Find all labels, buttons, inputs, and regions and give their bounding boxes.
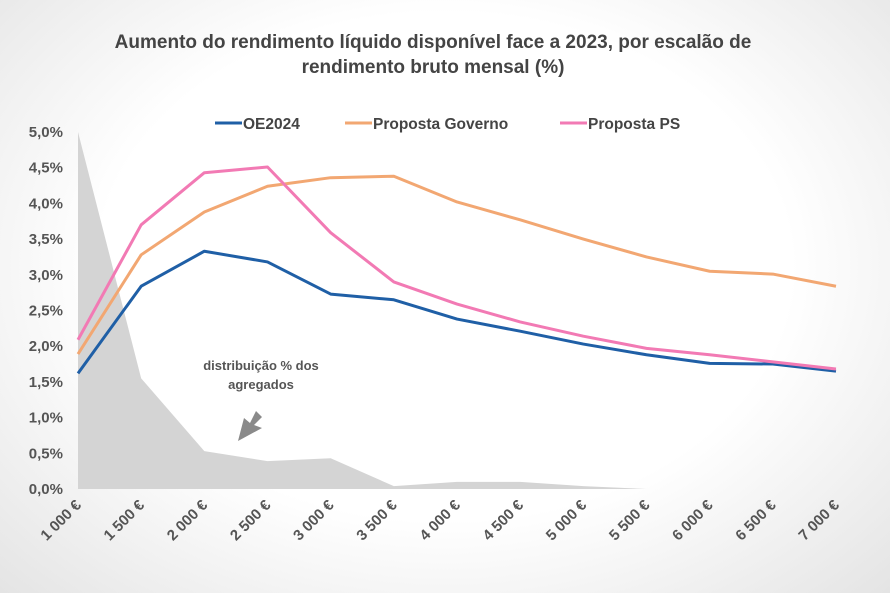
legend-label: Proposta Governo [373, 116, 508, 133]
y-tick-label: 0,5% [29, 445, 63, 462]
legend: OE2024 Proposta Governo Proposta PS [215, 116, 680, 133]
x-tick-label: 1 500 € [101, 496, 149, 544]
annotation-arrow-icon [238, 411, 262, 441]
x-tick-label: 2 500 € [227, 496, 275, 544]
chart-title-line-2: rendimento bruto mensal (%) [302, 57, 565, 78]
y-tick-label: 1,0% [29, 410, 63, 427]
y-tick-label: 3,5% [29, 231, 63, 248]
x-tick-label: 5 500 € [606, 496, 654, 544]
x-tick-label: 2 000 € [164, 496, 212, 544]
x-tick-label: 5 000 € [543, 496, 591, 544]
legend-label: OE2024 [243, 116, 300, 133]
y-tick-label: 2,5% [29, 303, 63, 320]
x-tick-label: 4 000 € [416, 496, 464, 544]
area-annotation-line-2: agregados [228, 377, 294, 392]
x-tick-label: 4 500 € [480, 496, 528, 544]
y-axis: 0,0% 0,5% 1,0% 1,5% 2,0% 2,5% 3,0% 3,5% 4,0% 4,5%… [29, 124, 63, 498]
y-tick-label: 3,0% [29, 267, 63, 284]
x-tick-label: 6 000 € [669, 496, 717, 544]
y-tick-label: 0,0% [29, 481, 63, 498]
y-tick-label: 2,0% [29, 338, 63, 355]
x-tick-label: 7 000 € [795, 496, 843, 544]
legend-label: Proposta PS [588, 116, 680, 133]
x-tick-label: 3 500 € [353, 496, 401, 544]
y-tick-label: 4,5% [29, 160, 63, 177]
x-axis: 1 000 € 1 500 € 2 000 € 2 500 € 3 000 € 3 500… [37, 496, 843, 544]
area-annotation-line-1: distribuição % dos [203, 358, 319, 373]
y-tick-label: 5,0% [29, 124, 63, 141]
x-tick-label: 1 000 € [37, 496, 85, 544]
chart-title-line-1: Aumento do rendimento líquido disponível… [115, 32, 752, 53]
series-lines [76, 165, 837, 375]
series-line-proposta-governo [76, 174, 837, 355]
x-tick-label: 3 000 € [290, 496, 338, 544]
x-tick-label: 6 500 € [732, 496, 780, 544]
distribution-area [78, 132, 836, 489]
y-tick-label: 4,0% [29, 195, 63, 212]
series-line-oe2024 [76, 249, 837, 375]
y-tick-label: 1,5% [29, 374, 63, 391]
distribution-area-layer [78, 132, 836, 489]
series-line-proposta-ps [76, 165, 837, 371]
